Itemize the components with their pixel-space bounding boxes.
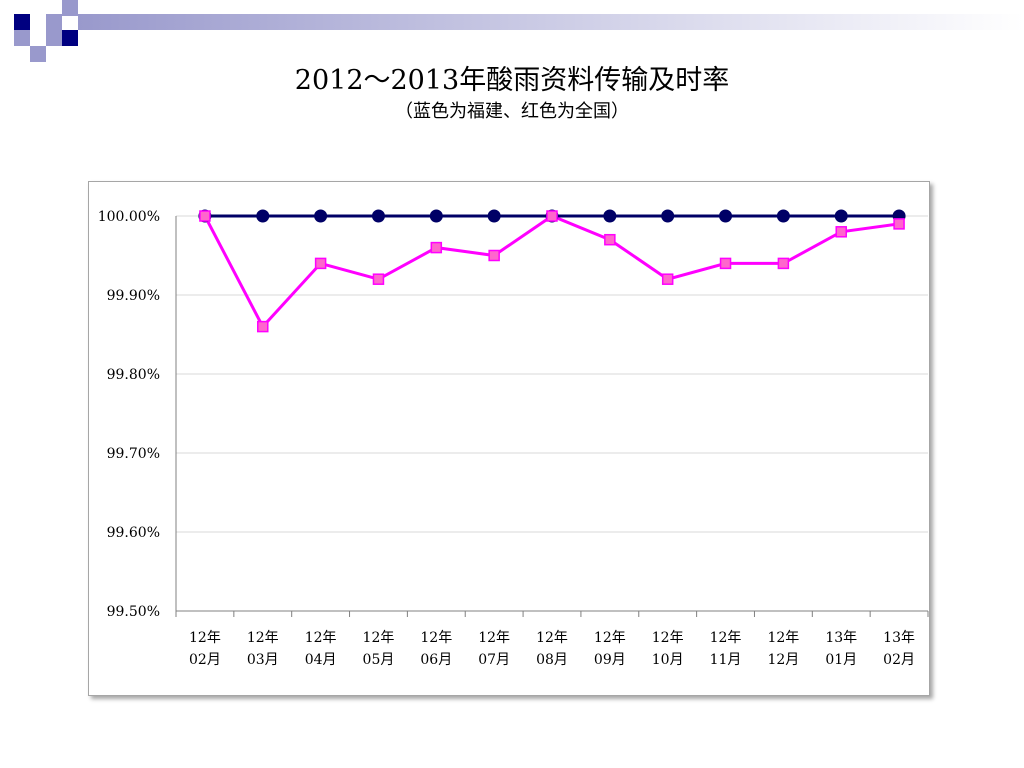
data-point-national (546, 210, 558, 222)
data-point-fujian (719, 209, 733, 223)
data-point-national (199, 210, 211, 222)
x-tick-label: 13年 (883, 630, 915, 646)
x-tick-label: 12年 (594, 630, 626, 646)
deco-square (62, 0, 78, 16)
slide-title: 2012～2013年酸雨资料传输及时率 (294, 65, 730, 96)
y-tick-label: 99.70% (107, 446, 160, 462)
deco-square (30, 46, 46, 62)
x-tick-label: 11月 (710, 652, 742, 668)
deco-square (14, 14, 30, 30)
corner-decoration (14, 0, 1024, 62)
x-tick-label: 12年 (478, 630, 510, 646)
x-tick-label: 13年 (825, 630, 857, 646)
data-point-national (430, 241, 443, 254)
y-tick-label: 99.60% (107, 525, 160, 541)
x-tick-label: 09月 (594, 652, 626, 668)
deco-square (46, 14, 62, 30)
data-point-national (257, 320, 269, 333)
data-point-fujian (256, 209, 270, 223)
x-tick-label: 12年 (247, 630, 279, 646)
data-point-national (777, 257, 790, 270)
deco-gradient-bar (78, 14, 1024, 30)
x-tick-label: 12年 (363, 630, 395, 646)
x-tick-label: 12月 (767, 652, 799, 668)
y-tick-label: 99.50% (107, 604, 160, 620)
series-line-national (203, 214, 900, 330)
data-point-fujian (314, 209, 328, 223)
data-point-national (604, 233, 616, 246)
x-tick-label: 12年 (652, 630, 684, 646)
y-tick-label: 99.80% (107, 367, 160, 383)
x-tick-label: 12年 (189, 630, 221, 646)
x-tick-label: 05月 (363, 652, 395, 668)
x-tick-label: 08月 (536, 652, 568, 668)
deco-square (14, 30, 30, 46)
data-point-fujian (661, 209, 675, 223)
data-point-national (314, 257, 327, 270)
data-point-fujian (776, 209, 790, 223)
data-point-national (893, 218, 905, 230)
x-tick-label: 12年 (305, 630, 337, 646)
x-tick-label: 07月 (478, 652, 510, 668)
data-point-fujian (371, 209, 385, 223)
y-tick-label: 99.90% (107, 288, 160, 304)
x-tick-label: 01月 (825, 652, 857, 668)
x-tick-label: 12年 (536, 630, 568, 646)
deco-square (46, 30, 62, 46)
slide-subtitle: （蓝色为福建、红色为全国） (395, 101, 629, 122)
data-point-fujian (603, 209, 617, 223)
data-point-fujian (834, 209, 848, 223)
x-tick-label: 12年 (710, 630, 742, 646)
data-point-fujian (429, 209, 443, 223)
x-tick-label: 06月 (420, 652, 452, 668)
x-tick-label: 12年 (767, 630, 799, 646)
chart-frame: 100.00% 99.90% 99.80% 99.70% 99.60% 99.50% 12年… (88, 181, 930, 696)
line-chart: 100.00% 99.90% 99.80% 99.70% 99.60% 99.50% 12年… (98, 209, 929, 668)
x-tick-label: 02月 (189, 652, 221, 668)
deco-square (30, 14, 46, 30)
data-point-national (488, 249, 500, 262)
deco-square (62, 30, 78, 46)
data-point-national (372, 273, 385, 285)
data-point-national (661, 273, 674, 285)
data-point-national (719, 257, 732, 270)
data-point-national (835, 226, 847, 238)
x-tick-label: 12年 (420, 630, 452, 646)
x-tick-label: 03月 (247, 652, 279, 668)
x-tick-label: 02月 (883, 652, 915, 668)
x-tick-label: 10月 (652, 652, 684, 668)
y-tick-label: 100.00% (98, 209, 160, 225)
data-point-fujian (487, 209, 501, 223)
x-tick-label: 04月 (305, 652, 337, 668)
